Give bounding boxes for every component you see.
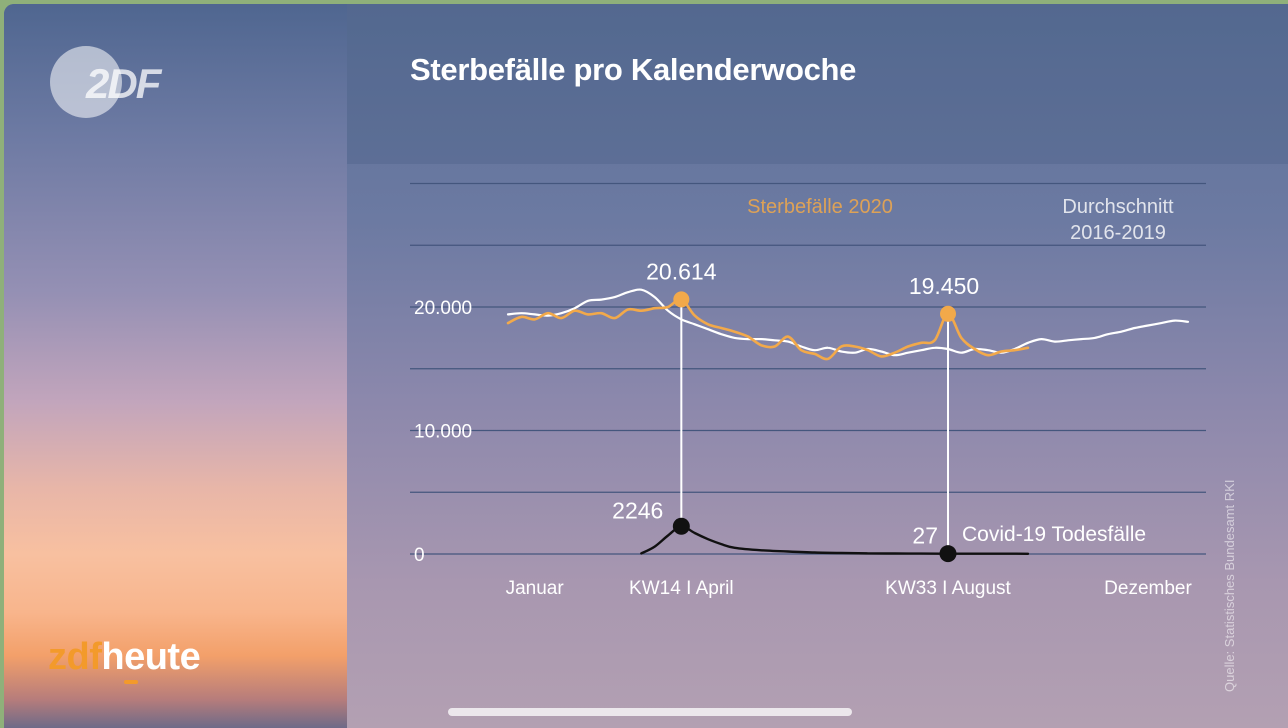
data-label: 27 [912,523,938,549]
data-label: 20.614 [646,258,717,284]
data-point-marker [672,517,690,535]
data-label: 19.450 [909,273,979,299]
series-line-2020 [506,297,1030,361]
zdf-logo: 2DF [50,46,180,126]
y-tick-label: 20.000 [414,298,472,319]
zdfheute-logo-accent [124,680,138,684]
zdf-logo-text: 2DF [86,60,161,107]
source-note: Quelle: Statistisches Bundesamt RKI [1222,479,1237,692]
zdfheute-logo-heute: heute [101,636,201,678]
legend-average-years: 2016-2019 [1070,222,1166,244]
x-tick-label: Dezember [1104,578,1192,599]
legend-series-2020: Sterbefälle 2020 [747,196,893,218]
x-tick-label: KW14 I April [629,578,734,599]
sunset-backdrop: 2DF zdfheute [4,4,347,728]
legend-covid: Covid-19 Todesfälle [962,523,1146,546]
chart-title: Sterbefälle pro Kalenderwoche [410,52,857,87]
data-point-marker [939,545,957,563]
y-tick-label: 10.000 [414,422,472,443]
x-tick-label: KW33 I August [885,578,1011,599]
zdfheute-logo-zdf: zdf [48,636,102,678]
data-label: 2246 [612,497,663,523]
data-point-marker [940,305,956,322]
zdfheute-logo: zdfheute [48,636,201,679]
video-frame: 2DF zdfheute [4,4,1288,728]
legend-average: Durchschnitt [1062,196,1174,218]
x-tick-label: Januar [506,578,565,599]
home-indicator[interactable] [448,708,852,716]
data-point-marker [673,291,690,308]
y-tick-label: 0 [414,545,425,566]
zdf-logo-circle [50,46,122,118]
title-band [347,4,1288,164]
series-line-average [506,288,1190,357]
